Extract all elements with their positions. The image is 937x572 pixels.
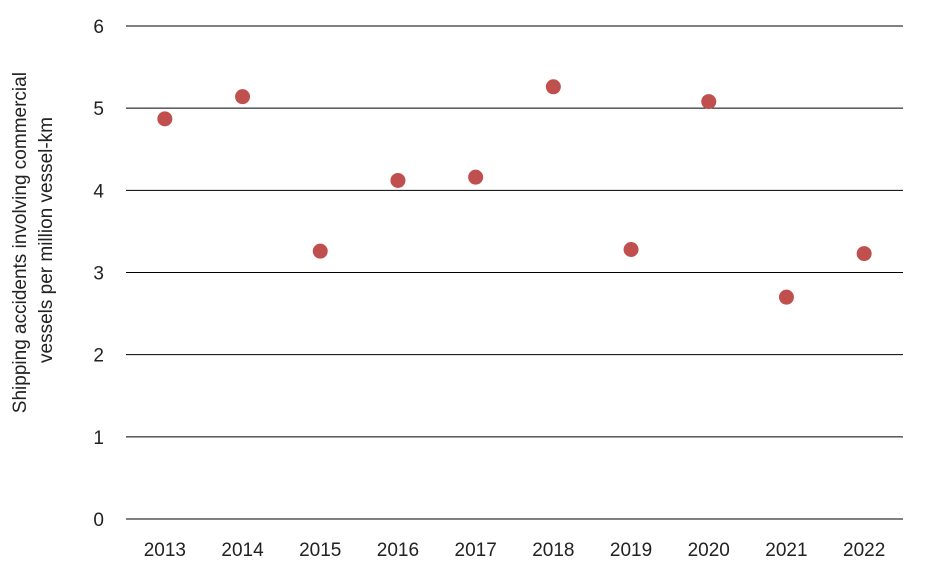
data-point-2015 bbox=[312, 243, 328, 259]
x-tick-label: 2016 bbox=[377, 540, 419, 561]
x-tick-label: 2017 bbox=[455, 540, 497, 561]
x-tick-label: 2020 bbox=[688, 540, 730, 561]
data-points bbox=[157, 79, 872, 305]
y-axis-title-line-1: Shipping accidents involving commercial bbox=[10, 72, 31, 413]
data-point-2022 bbox=[856, 246, 872, 262]
y-tick-label: 5 bbox=[93, 99, 104, 120]
data-point-2013 bbox=[157, 111, 173, 127]
data-point-2018 bbox=[545, 79, 561, 95]
y-tick-label: 0 bbox=[93, 510, 104, 531]
gridlines bbox=[126, 25, 903, 520]
data-point-2017 bbox=[468, 169, 484, 185]
x-tick-label: 2022 bbox=[843, 540, 885, 561]
data-point-2021 bbox=[778, 289, 794, 305]
y-axis-title: Shipping accidents involving commercial … bbox=[10, 67, 57, 413]
y-tick-label: 1 bbox=[93, 428, 104, 449]
data-point-2019 bbox=[623, 241, 639, 257]
data-point-2020 bbox=[701, 94, 717, 110]
y-tick-label: 2 bbox=[93, 346, 104, 367]
x-tick-label: 2019 bbox=[610, 540, 652, 561]
y-tick-label: 6 bbox=[93, 17, 104, 38]
x-tick-label: 2018 bbox=[532, 540, 574, 561]
y-tick-label: 3 bbox=[93, 264, 104, 285]
x-tick-label: 2015 bbox=[299, 540, 341, 561]
x-tick-label: 2013 bbox=[144, 540, 186, 561]
data-point-2016 bbox=[390, 172, 406, 188]
x-axis-ticks: 2013 2014 2015 2016 2017 2018 2019 2020 2021 2022 bbox=[144, 540, 886, 561]
y-tick-label: 4 bbox=[93, 181, 104, 202]
x-tick-label: 2014 bbox=[221, 540, 264, 561]
x-tick-label: 2021 bbox=[765, 540, 807, 561]
data-point-2014 bbox=[235, 89, 251, 105]
y-axis-title-line-2: vessels per million vessel-km bbox=[36, 117, 57, 363]
y-axis-ticks: 0 1 2 3 4 5 6 bbox=[93, 17, 104, 531]
